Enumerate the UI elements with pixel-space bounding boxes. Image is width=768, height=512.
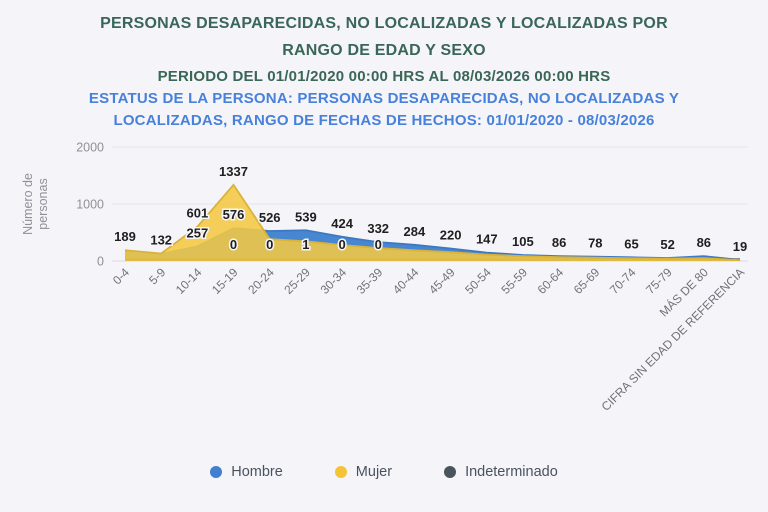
data-label-indeterminado-25-29: 1 xyxy=(302,237,309,252)
x-tick-70-74: 70-74 xyxy=(607,265,639,297)
x-tick-15-19: 15-19 xyxy=(209,265,241,297)
x-tick-45-49: 45-49 xyxy=(426,265,458,297)
chart-legend: Hombre Mujer Indeterminado xyxy=(0,464,768,480)
x-tick-55-59: 55-59 xyxy=(498,265,530,297)
x-tick-40-44: 40-44 xyxy=(390,265,422,297)
legend-dot-mujer-icon xyxy=(334,465,347,478)
data-label-hombre-MÁS DE 80: 86 xyxy=(697,235,711,250)
legend-item-mujer[interactable]: Mujer xyxy=(334,463,393,480)
data-label-mujer-0-4: 189 xyxy=(114,229,136,244)
data-label-indeterminado-15-19: 0 xyxy=(230,237,237,252)
data-label-hombre-70-74: 65 xyxy=(624,236,638,251)
y-tick-1000: 1000 xyxy=(76,197,104,211)
y-axis-title: Número depersonas xyxy=(21,173,50,235)
data-label-hombre-20-24: 526 xyxy=(259,210,281,225)
area-mujer[interactable] xyxy=(125,184,740,261)
data-label-hombre-60-64: 86 xyxy=(552,235,566,250)
data-label-hombre-15-19: 576 xyxy=(223,207,245,222)
x-tick-35-39: 35-39 xyxy=(354,265,386,297)
data-label-hombre-CIFRA SIN EDAD DE REFERENCIA: 19 xyxy=(733,239,747,254)
data-label-hombre-75-79: 52 xyxy=(660,237,674,252)
legend-item-hombre[interactable]: Hombre xyxy=(210,464,283,480)
data-label-indeterminado-20-24: 0 xyxy=(266,237,273,252)
legend-dot-indeterminado-icon xyxy=(444,465,457,478)
y-tick-0: 0 xyxy=(97,254,104,268)
data-label-hombre-65-69: 78 xyxy=(588,235,602,250)
x-tick-30-34: 30-34 xyxy=(318,265,350,297)
data-label-indeterminado-30-34: 0 xyxy=(338,237,345,252)
x-tick-20-24: 20-24 xyxy=(245,265,277,297)
x-tick-75-79: 75-79 xyxy=(643,265,675,297)
data-label-indeterminado-35-39: 0 xyxy=(375,237,382,252)
data-label-mujer-5-9: 132 xyxy=(150,232,172,247)
x-tick-0-4: 0-4 xyxy=(110,265,132,287)
period-subtitle: PERIODO DEL 01/01/2020 00:00 HRS AL 08/0… xyxy=(157,68,611,86)
x-tick-65-69: 65-69 xyxy=(571,265,603,297)
legend-label-indeterminado: Indeterminado xyxy=(465,463,558,480)
data-label-hombre-25-29: 539 xyxy=(295,209,317,224)
data-label-hombre-50-54: 147 xyxy=(476,231,498,246)
data-label-hombre-30-34: 424 xyxy=(331,216,353,231)
data-label-hombre-45-49: 220 xyxy=(440,227,462,242)
x-tick-25-29: 25-29 xyxy=(281,265,313,297)
legend-dot-hombre-icon xyxy=(210,465,223,478)
data-label-hombre-35-39: 332 xyxy=(367,221,389,236)
data-label-mujer-15-19: 1337 xyxy=(219,164,248,179)
data-label-mujer-10-14: 601 xyxy=(187,206,209,221)
data-label-hombre-55-59: 105 xyxy=(512,234,534,249)
data-label-hombre-40-44: 284 xyxy=(404,224,426,239)
y-tick-2000: 2000 xyxy=(76,140,104,154)
x-tick-5-9: 5-9 xyxy=(146,265,168,287)
chart-header: PERSONAS DESAPARECIDAS, NO LOCALIZADAS Y… xyxy=(0,0,768,132)
legend-label-hombre: Hombre xyxy=(231,463,283,480)
legend-label-mujer: Mujer xyxy=(355,463,393,480)
x-tick-60-64: 60-64 xyxy=(535,265,567,297)
status-filter-subtitle: ESTATUS DE LA PERSONA: PERSONAS DESAPARE… xyxy=(88,90,680,130)
x-tick-10-14: 10-14 xyxy=(173,265,205,297)
line-mujer xyxy=(124,183,741,261)
page-title: PERSONAS DESAPARECIDAS, NO LOCALIZADAS Y… xyxy=(100,15,668,60)
x-tick-50-54: 50-54 xyxy=(462,265,494,297)
data-label-hombre-10-14: 257 xyxy=(187,225,209,240)
legend-item-indeterminado[interactable]: Indeterminado xyxy=(444,464,558,480)
